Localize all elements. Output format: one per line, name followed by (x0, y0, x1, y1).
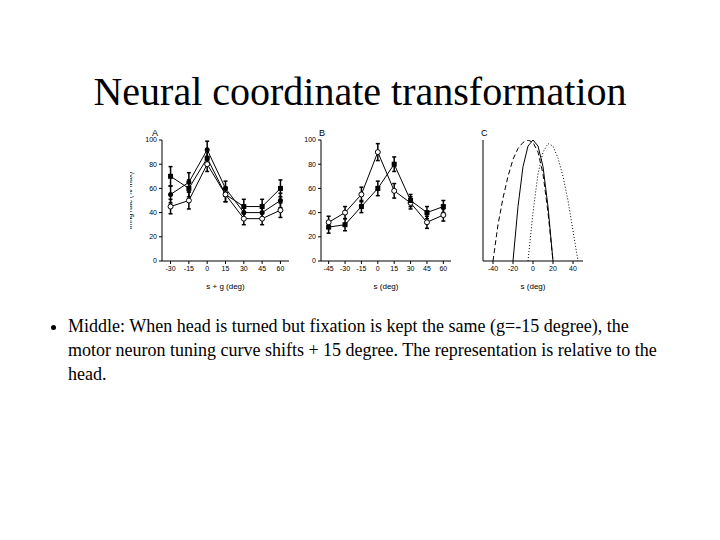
svg-text:40: 40 (308, 209, 316, 216)
svg-text:firing rate (% max): firing rate (% max) (130, 172, 134, 229)
svg-text:20: 20 (549, 265, 557, 272)
svg-text:s + g (deg): s + g (deg) (206, 282, 245, 291)
svg-text:30: 30 (240, 265, 248, 272)
svg-text:-15: -15 (184, 265, 194, 272)
svg-text:s (deg): s (deg) (374, 282, 399, 291)
svg-text:0: 0 (153, 257, 157, 264)
svg-text:15: 15 (222, 265, 230, 272)
svg-text:-30: -30 (165, 265, 175, 272)
svg-text:45: 45 (423, 265, 431, 272)
svg-text:45: 45 (258, 265, 266, 272)
svg-text:40: 40 (569, 265, 577, 272)
svg-text:-30: -30 (340, 265, 350, 272)
html-text:Neural coordinate transformati: Neural coordinate transformation (93, 69, 627, 114)
html-text:Middle: When head is turned bu: Middle: When head is turned but fixation… (68, 316, 657, 384)
svg-text:20: 20 (308, 233, 316, 240)
svg-text:0: 0 (376, 265, 380, 272)
svg-text:80: 80 (149, 161, 157, 168)
svg-text:0: 0 (312, 257, 316, 264)
svg-text:40: 40 (149, 209, 157, 216)
svg-text:80: 80 (308, 161, 316, 168)
svg-text:-20: -20 (508, 265, 518, 272)
svg-text:60: 60 (277, 265, 285, 272)
svg-text:s (deg): s (deg) (521, 282, 546, 291)
svg-text:20: 20 (149, 233, 157, 240)
svg-text:0: 0 (205, 265, 209, 272)
svg-text:0: 0 (531, 265, 535, 272)
svg-text:100: 100 (304, 136, 316, 143)
html-text:C: C (481, 128, 488, 138)
svg-text:60: 60 (439, 265, 447, 272)
svg-text:-15: -15 (356, 265, 366, 272)
svg-text:-40: -40 (488, 265, 498, 272)
svg-text:60: 60 (308, 185, 316, 192)
svg-text:60: 60 (149, 185, 157, 192)
svg-text:30: 30 (407, 265, 415, 272)
svg-text:-45: -45 (324, 265, 334, 272)
svg-text:100: 100 (145, 136, 157, 143)
svg-text:15: 15 (390, 265, 398, 272)
html-text:B: B (319, 128, 325, 138)
html-text:A: A (152, 128, 158, 138)
